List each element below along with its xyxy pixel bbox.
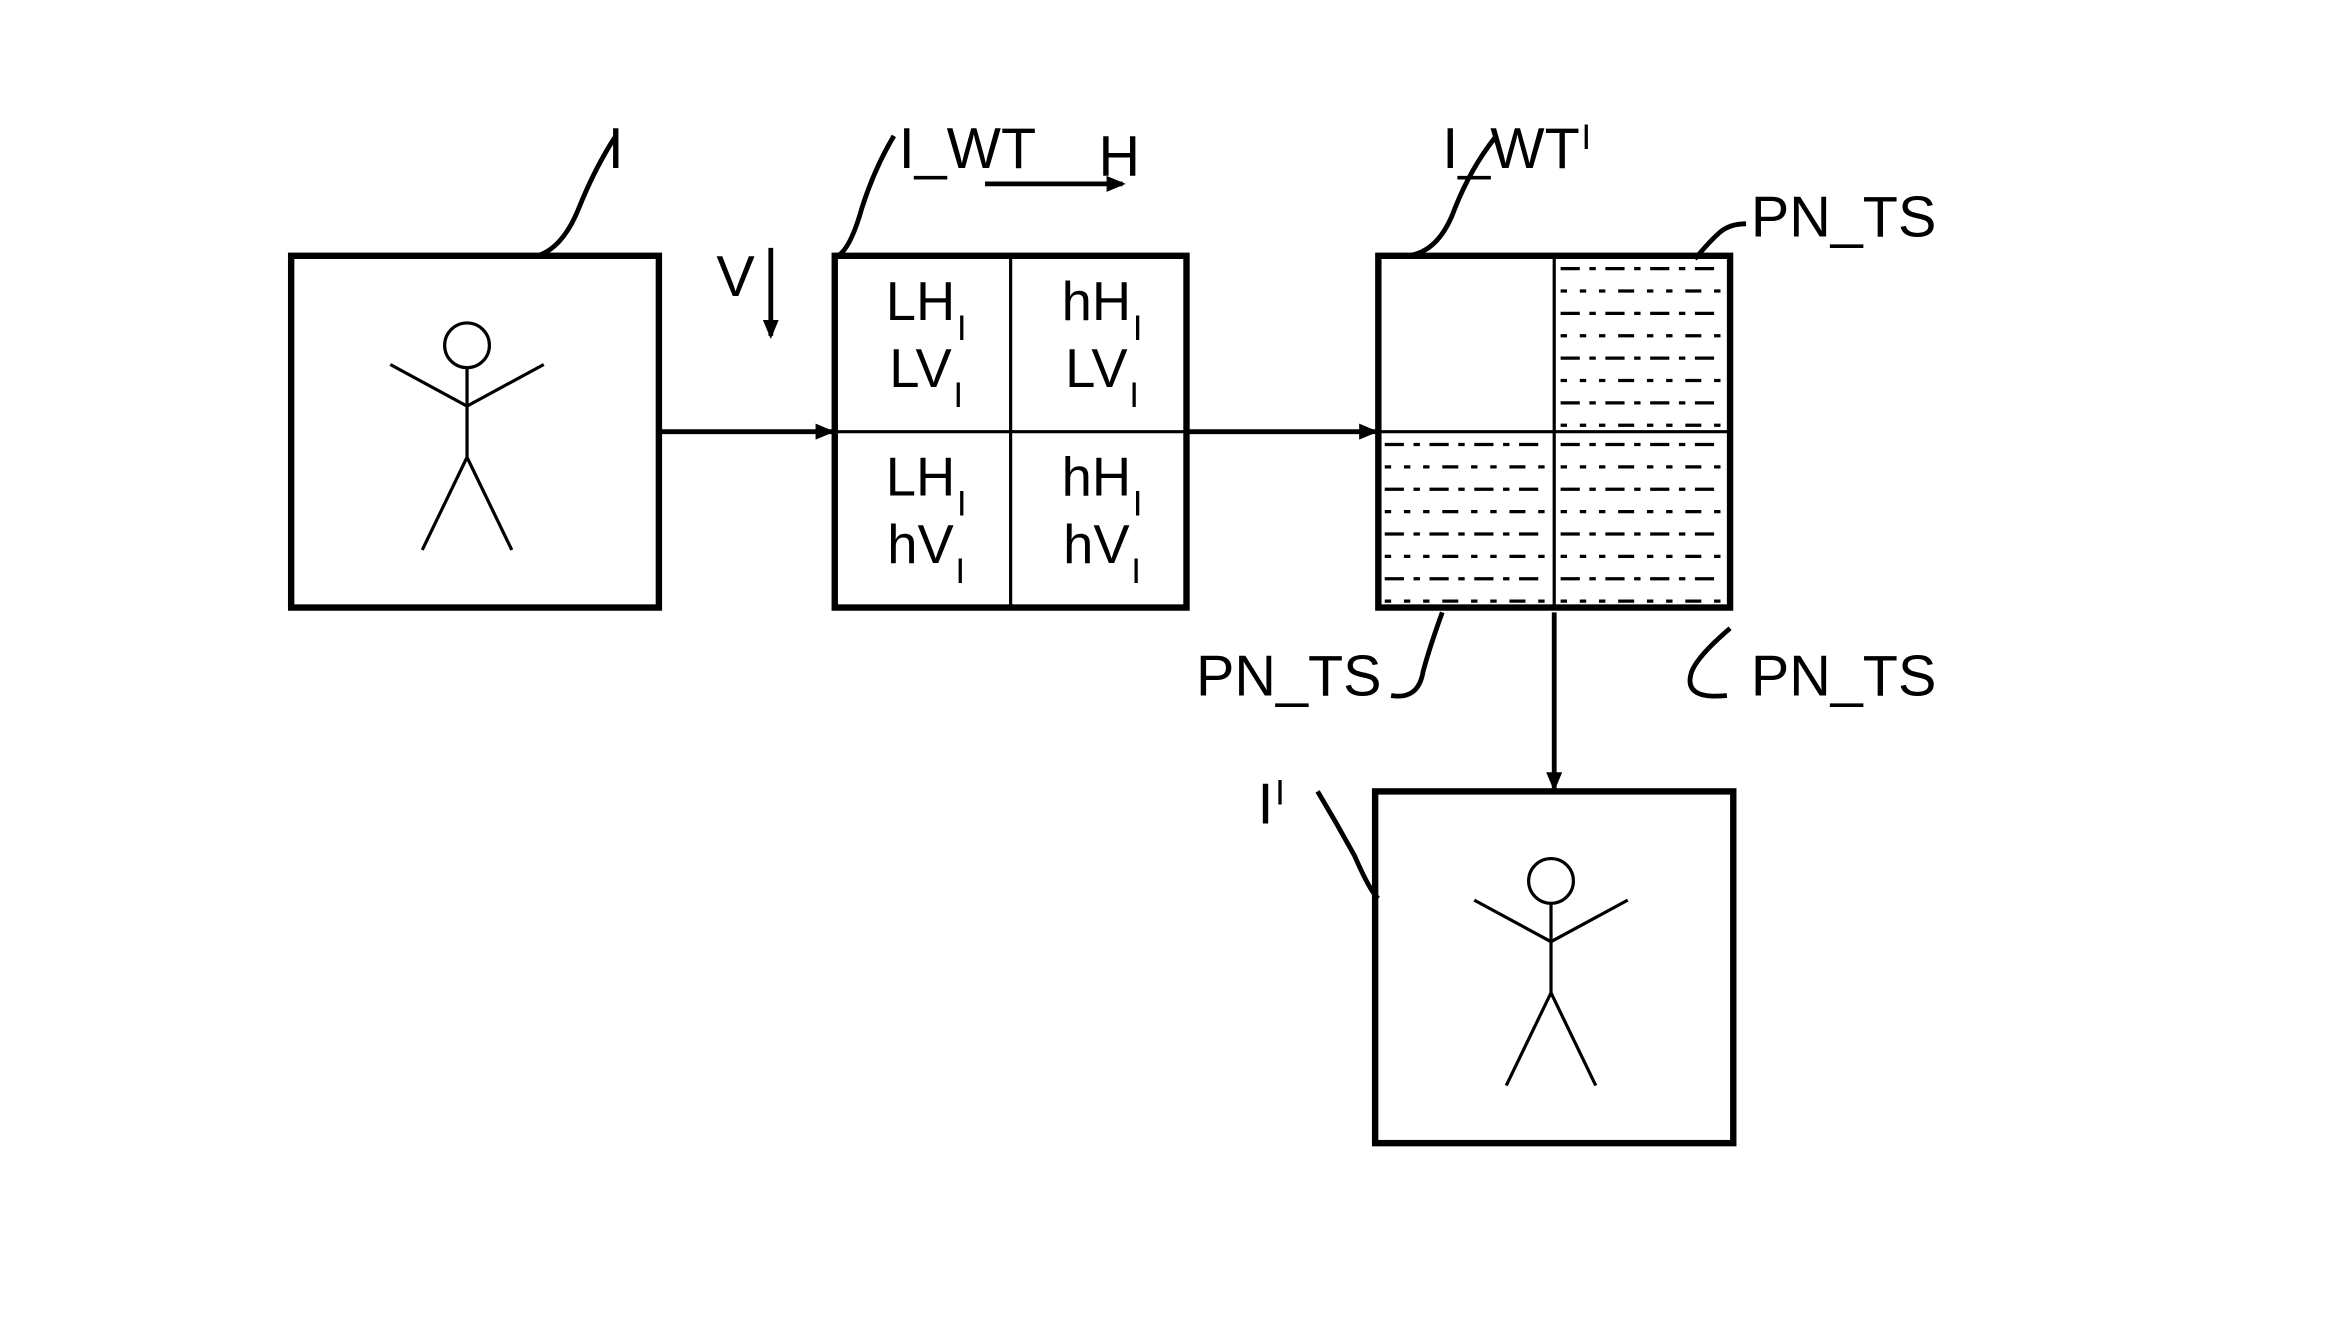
hatch-group-1 — [1385, 444, 1548, 601]
stick-leg-left — [422, 457, 467, 550]
callout-PN_bl — [1391, 612, 1442, 696]
stick-leg-left-out — [1506, 993, 1551, 1086]
stick-arm-left-out — [1474, 900, 1551, 942]
stick-leg-right-out — [1551, 993, 1596, 1086]
label-PN-TS-r: PN_TS — [1751, 186, 1936, 250]
label-PN-TS-bl: PN_TS — [1196, 644, 1381, 708]
label-I-WT: I_WT — [899, 117, 1036, 181]
wt-cell-tl-l1: LHI — [886, 271, 967, 348]
input-image-box — [291, 256, 659, 608]
callout-I — [537, 136, 615, 256]
wt-cell-br-l1: hHI — [1062, 447, 1143, 523]
stick-arm-right — [467, 365, 544, 407]
output-image-box — [1375, 791, 1733, 1143]
wt-cell-tr-l2: LVI — [1065, 338, 1139, 415]
wt-cell-tr-l1: hHI — [1062, 271, 1143, 348]
callout-I_WT — [838, 136, 894, 256]
hatch-group-2 — [1561, 444, 1724, 601]
wt-cell-br-l2: hVI — [1063, 514, 1141, 591]
stick-head-out — [1529, 859, 1574, 904]
label-V: V — [716, 245, 755, 309]
label-I-WTp: I_WTI — [1442, 117, 1591, 181]
wt-cell-bl-l1: LHI — [886, 447, 967, 523]
wt-cell-tl-l2: LVI — [889, 338, 963, 415]
wt-cell-bl-l2: hVI — [887, 514, 965, 591]
stick-head — [445, 323, 490, 368]
label-PN-TS-br: PN_TS — [1751, 644, 1936, 708]
label-H: H — [1099, 125, 1141, 189]
label-I: I — [608, 117, 624, 181]
stick-leg-right — [467, 457, 512, 550]
callout-PN_r — [1690, 628, 1730, 696]
stick-arm-right-out — [1551, 900, 1628, 942]
stick-arm-left — [390, 365, 467, 407]
hatch-group-0 — [1561, 269, 1724, 426]
label-Ip: II — [1258, 772, 1285, 836]
callout-Ip — [1318, 791, 1379, 898]
